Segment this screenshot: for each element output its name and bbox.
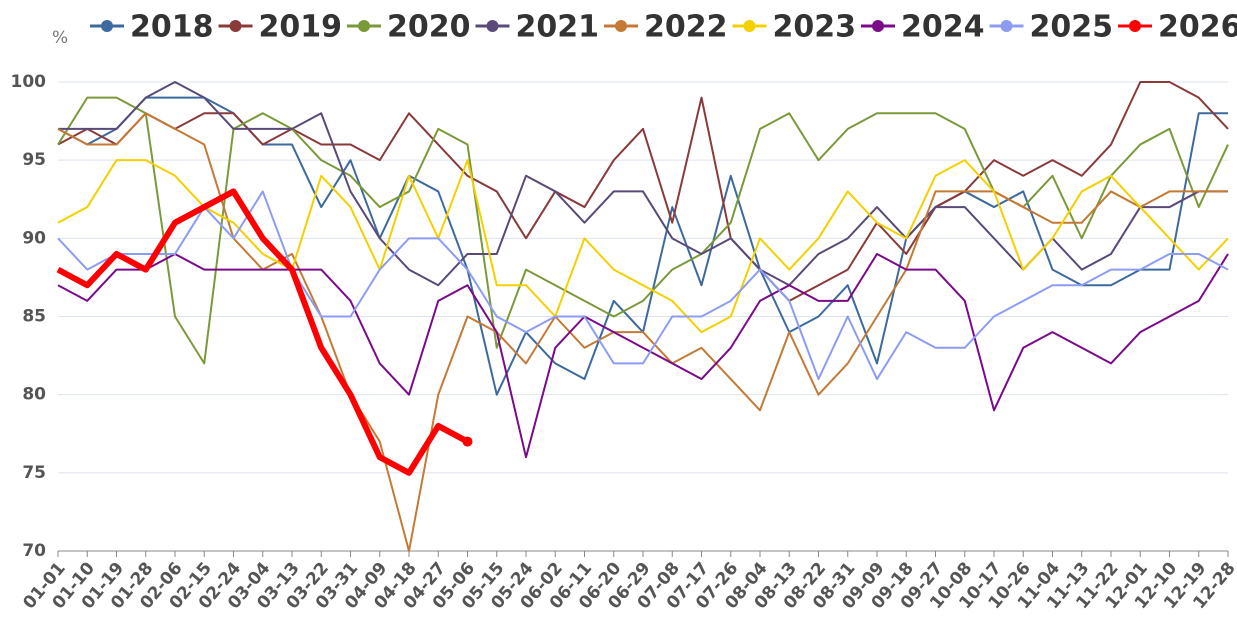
- y-tick-label: 100: [11, 72, 47, 92]
- legend-label: 2022: [644, 10, 728, 45]
- y-tick-label: 75: [22, 463, 46, 483]
- legend-marker: [1000, 20, 1013, 32]
- legend-label: 2024: [901, 10, 985, 45]
- series-line: [57, 81, 1229, 302]
- series-line: [57, 96, 1228, 396]
- legend-marker: [1129, 20, 1141, 32]
- series-line: [57, 190, 1229, 381]
- legend-marker: [229, 20, 242, 32]
- y-tick-label: 95: [22, 150, 46, 170]
- legend-marker: [615, 20, 627, 32]
- end-point: [462, 436, 473, 447]
- legend-label: 2018: [130, 10, 214, 45]
- series-line: [57, 112, 1228, 552]
- legend-marker: [358, 20, 370, 32]
- legend-label: 2026: [1158, 10, 1237, 45]
- legend-marker: [486, 20, 499, 32]
- legend-marker: [743, 20, 756, 32]
- legend-label: 2025: [1030, 10, 1114, 45]
- series-line: [57, 252, 1229, 459]
- y-tick-label: 90: [22, 228, 46, 248]
- y-tick-label: 70: [22, 541, 46, 561]
- series-line: [56, 188, 469, 476]
- y-unit: %: [52, 28, 68, 48]
- y-tick-label: 85: [22, 307, 46, 327]
- legend-marker: [101, 20, 113, 32]
- legend-label: 2019: [259, 10, 343, 45]
- legend-label: 2021: [516, 10, 600, 45]
- legend-label: 2020: [387, 10, 471, 45]
- series-line: [57, 159, 1229, 334]
- series-line: [57, 96, 1229, 365]
- y-tick-label: 80: [22, 385, 46, 405]
- legend-marker: [872, 20, 884, 32]
- legend-label: 2023: [773, 10, 857, 45]
